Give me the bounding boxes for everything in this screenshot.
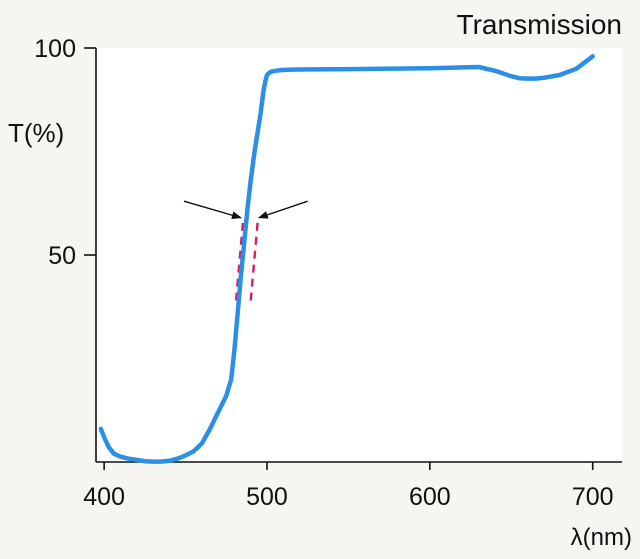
y-tick-label: 100 [34, 35, 76, 63]
x-tick-label: 600 [409, 483, 451, 511]
y-tick-label: 50 [48, 242, 76, 270]
transmission-curve [98, 54, 595, 464]
plot-area [96, 48, 622, 462]
x-tick-label: 500 [246, 483, 288, 511]
x-axis-label: λ(nm) [571, 524, 632, 551]
pointer-arrow [183, 200, 242, 220]
pointer-arrow [257, 200, 308, 219]
x-tick-label: 700 [572, 483, 614, 511]
y-axis-label: T(%) [8, 118, 64, 148]
x-tick-label: 400 [83, 483, 125, 511]
chart-title: Transmission [457, 9, 622, 40]
